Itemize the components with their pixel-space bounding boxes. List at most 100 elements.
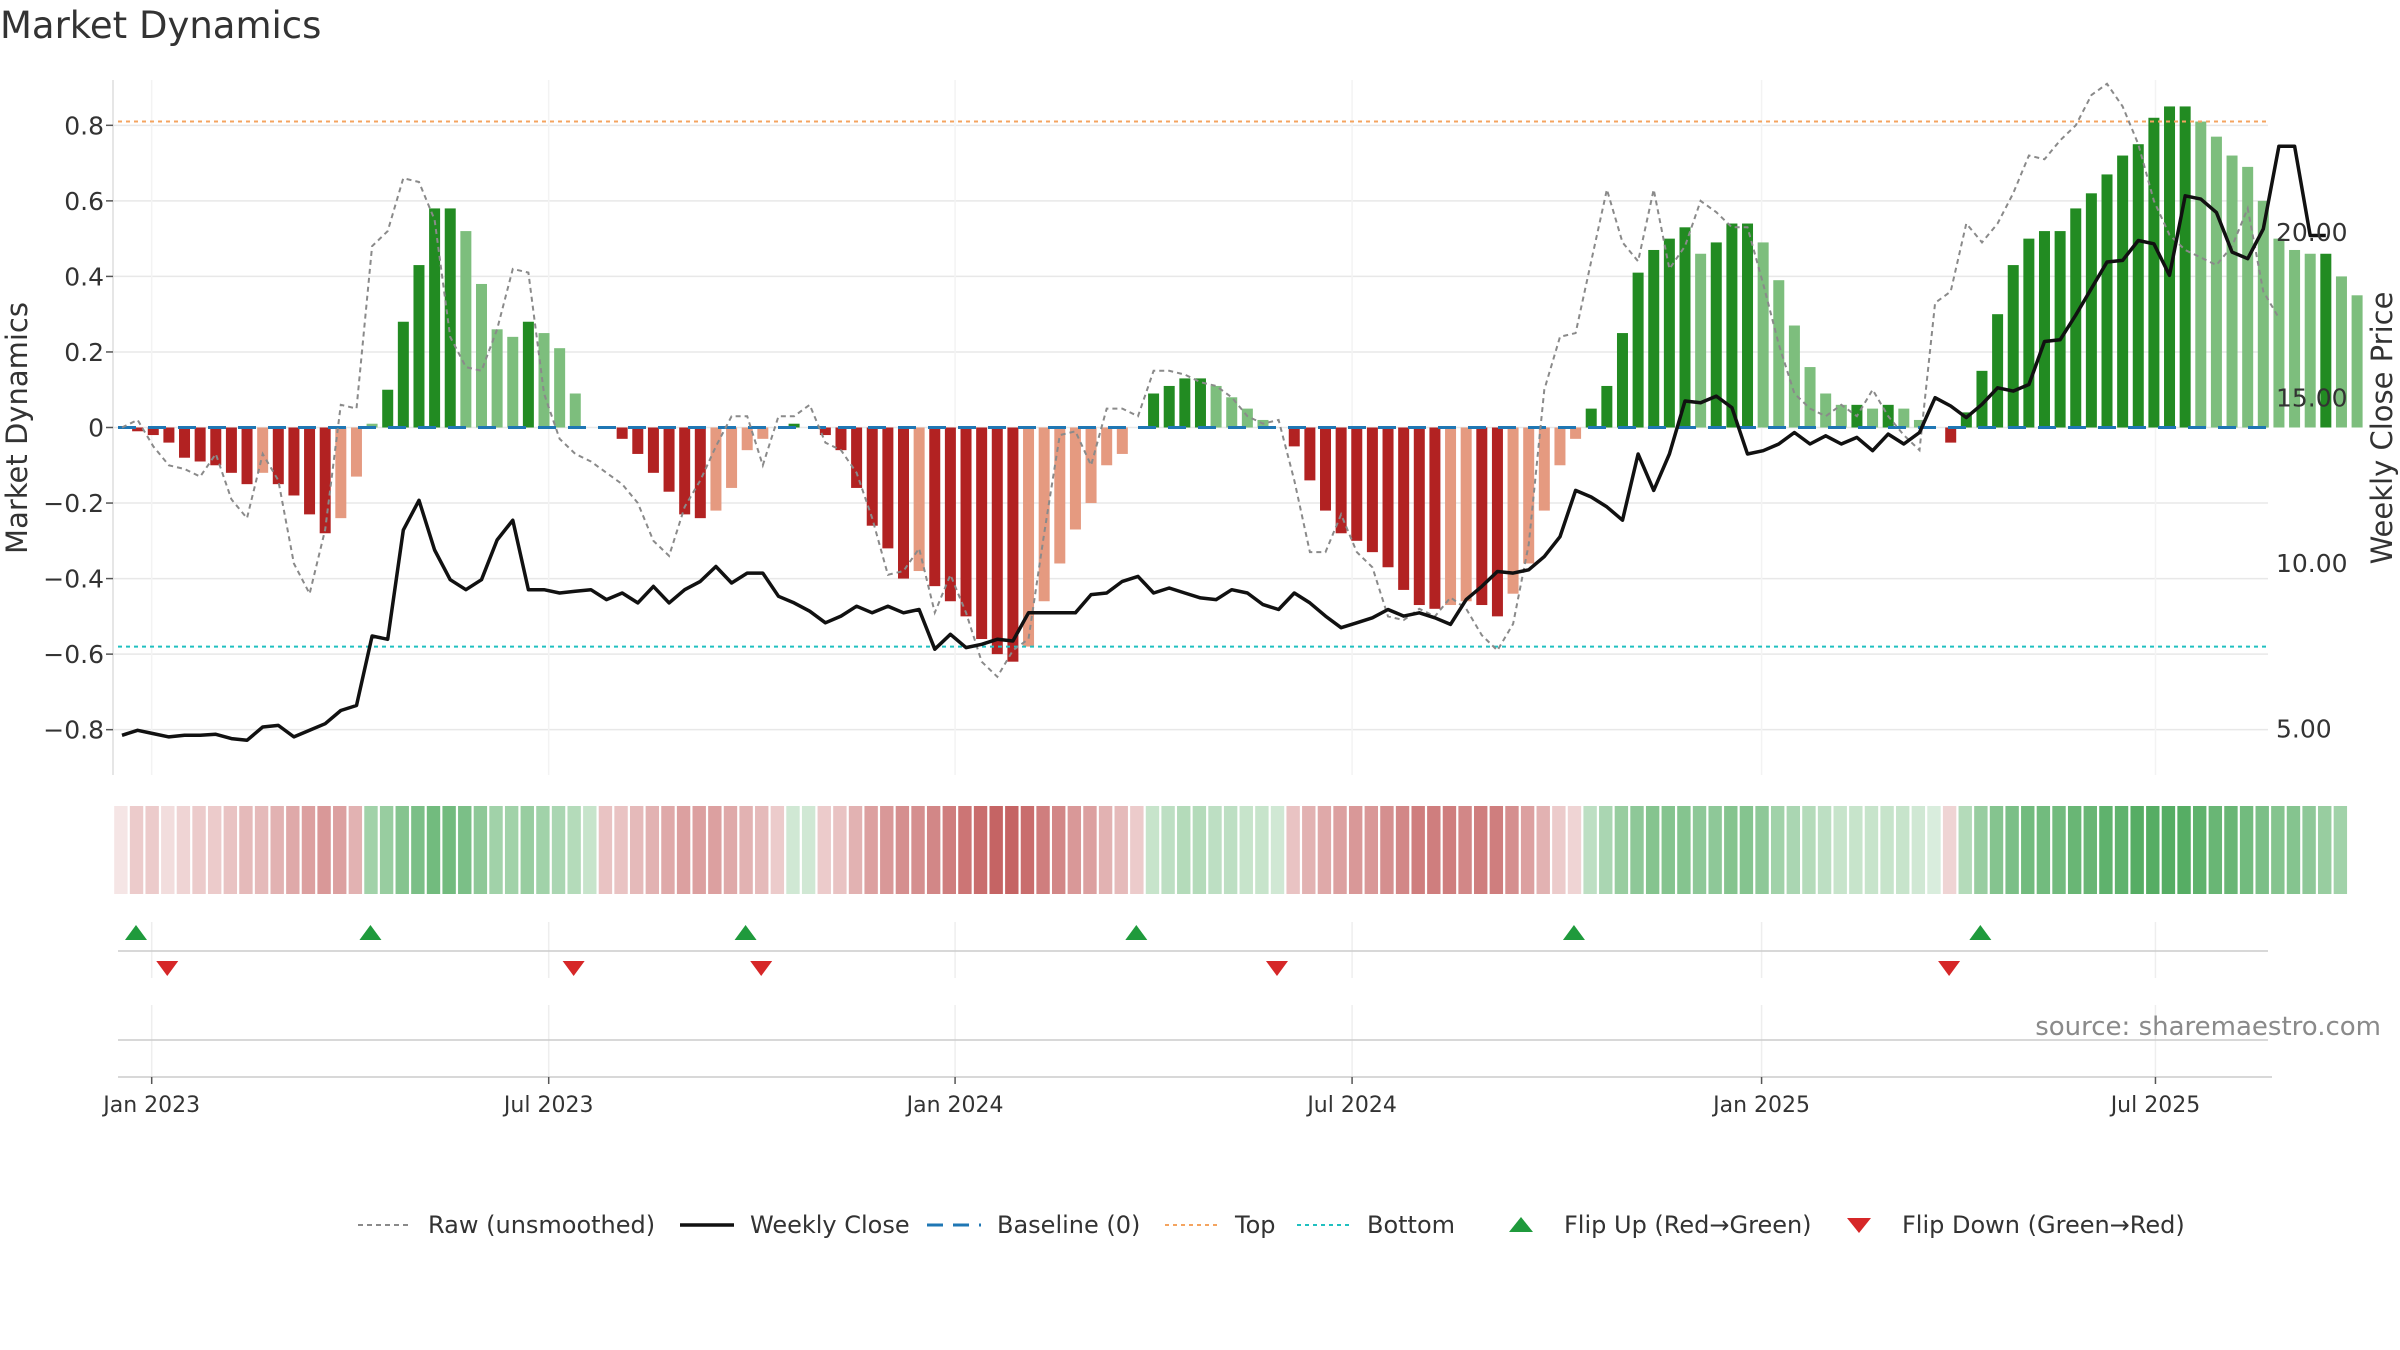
- status-cell: [1958, 806, 1972, 894]
- status-cell: [911, 806, 925, 894]
- dynamics-bar: [491, 329, 503, 428]
- dynamics-bar: [2023, 238, 2035, 428]
- dynamics-bar: [1351, 427, 1363, 541]
- status-cell: [2114, 806, 2129, 894]
- dynamics-bar: [1116, 427, 1128, 454]
- status-cell: [833, 806, 847, 894]
- dynamics-bar: [1366, 427, 1378, 553]
- dynamics-bar: [1742, 223, 1754, 428]
- status-cell: [880, 806, 894, 894]
- legend-swatch-icon: [680, 1223, 734, 1227]
- date-tick-label: Jul 2025: [2109, 1093, 2201, 1118]
- dynamics-bar: [1085, 427, 1097, 504]
- dynamics-bar: [882, 427, 894, 549]
- legend-label: Flip Down (Green→Red): [1902, 1211, 2185, 1239]
- dynamics-bar: [1726, 223, 1738, 428]
- dynamics-bar: [991, 427, 1003, 655]
- status-cell: [2224, 806, 2238, 894]
- status-cell: [1802, 806, 1816, 894]
- dynamics-bar: [522, 321, 534, 428]
- status-cell: [1599, 806, 1613, 894]
- legend-swatch-icon: [1297, 1224, 1351, 1226]
- date-grid: [150, 1005, 2157, 1077]
- status-cell: [926, 806, 941, 894]
- legend-item: Raw (unsmoothed): [356, 1200, 655, 1250]
- legend-label: Weekly Close: [750, 1211, 910, 1239]
- legend-label: Bottom: [1367, 1211, 1456, 1239]
- dynamics-bar: [1773, 280, 1785, 428]
- dynamics-bar: [1523, 427, 1535, 564]
- status-cell: [1661, 806, 1675, 894]
- dynamics-bar: [1960, 412, 1972, 428]
- status-cell: [1005, 806, 1019, 894]
- status-cell: [520, 806, 534, 894]
- dynamics-bar: [835, 427, 847, 451]
- status-cell: [1474, 806, 1488, 894]
- right-tick-label: 20.00: [2276, 218, 2348, 247]
- dynamics-bar: [460, 231, 472, 428]
- left-tick-label: −0.2: [43, 489, 104, 518]
- status-cell: [473, 806, 488, 894]
- dynamics-bar: [1210, 385, 1222, 428]
- dynamics-bar: [1179, 378, 1191, 428]
- dynamics-bar: [1804, 367, 1816, 428]
- status-cell: [1161, 806, 1175, 894]
- status-cell: [1114, 806, 1128, 894]
- status-cell: [2130, 806, 2144, 894]
- status-cell: [426, 806, 441, 894]
- legend-item: Weekly Close: [678, 1200, 910, 1250]
- status-cell: [1286, 806, 1300, 894]
- status-cell: [442, 806, 456, 894]
- flip-up-marker: [359, 925, 382, 940]
- status-cell: [583, 806, 597, 894]
- dynamics-bar: [1101, 427, 1113, 466]
- dynamics-bar: [319, 427, 331, 534]
- status-cell: [770, 806, 785, 894]
- status-cell: [1255, 806, 1269, 894]
- dynamics-bar: [538, 333, 550, 428]
- legend-label: Top: [1235, 1211, 1276, 1239]
- status-cell: [1864, 806, 1879, 894]
- status-cell: [989, 806, 1003, 894]
- flip-markers: [125, 925, 1992, 976]
- status-cell: [2192, 806, 2207, 894]
- status-cell: [2239, 806, 2254, 894]
- status-cell: [1552, 806, 1566, 894]
- left-axis-ticks: 0.8 0.6 0.4 0.2 0 −0.2 −0.4 −0.6 −0.8: [43, 111, 113, 745]
- dynamics-bar: [1038, 427, 1050, 602]
- dynamics-bar: [929, 427, 941, 587]
- status-cell: [1505, 806, 1519, 894]
- right-tick-label: 5.00: [2276, 715, 2332, 744]
- status-cell: [1395, 806, 1410, 894]
- dynamics-bar: [335, 427, 347, 519]
- dynamics-bar: [382, 389, 394, 428]
- status-cell: [379, 806, 394, 894]
- right-axis-ticks: 20.00 15.00 10.00 5.00: [2276, 218, 2348, 743]
- status-cell: [848, 806, 863, 894]
- dynamics-bar: [429, 208, 441, 428]
- dynamics-bar: [210, 427, 222, 466]
- left-tick-label: 0: [88, 414, 104, 443]
- dynamics-bar: [976, 427, 988, 640]
- dynamics-bar: [2148, 117, 2160, 428]
- status-cell: [2208, 806, 2223, 894]
- legend-item: Bottom: [1295, 1200, 1455, 1250]
- dynamics-bar: [132, 427, 144, 432]
- status-cell: [2067, 806, 2082, 894]
- status-cell: [551, 806, 566, 894]
- dynamics-bar: [913, 427, 925, 572]
- left-tick-label: 0.6: [64, 187, 104, 216]
- dynamics-bar: [1054, 427, 1066, 564]
- status-cell: [317, 806, 331, 894]
- right-axis-title: Weekly Close Price: [2365, 292, 2399, 565]
- status-cell: [958, 806, 972, 894]
- dynamics-bar: [1069, 427, 1081, 530]
- status-cell: [1145, 806, 1160, 894]
- status-cell: [1911, 806, 1926, 894]
- status-cell: [1817, 806, 1832, 894]
- status-cell: [2286, 806, 2301, 894]
- dynamics-bar: [866, 427, 878, 526]
- status-cell: [1411, 806, 1425, 894]
- status-cell: [1989, 806, 2004, 894]
- dynamics-bar: [1476, 427, 1488, 606]
